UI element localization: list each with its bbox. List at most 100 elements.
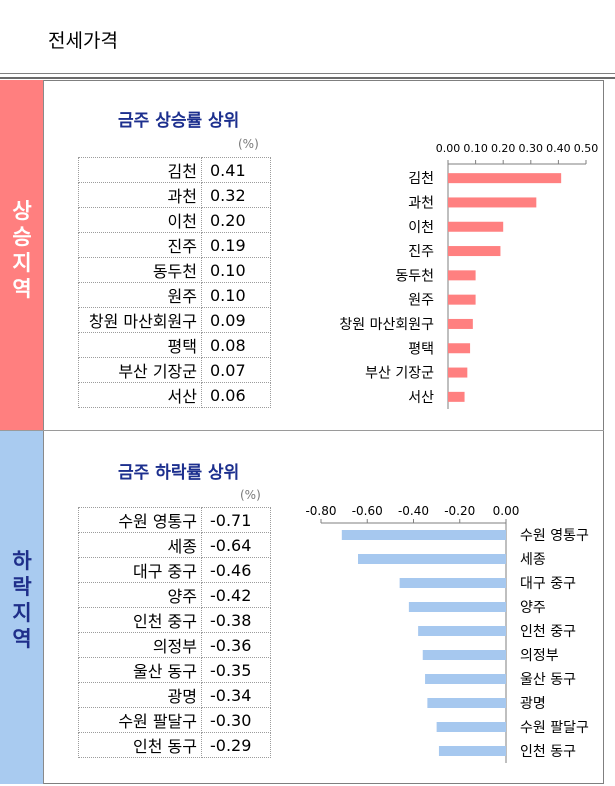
region-name: 동두천 — [78, 257, 202, 283]
rate-value: 0.20 — [201, 207, 271, 233]
category-label: 동두천 — [395, 268, 434, 284]
rate-value: 0.19 — [201, 232, 271, 258]
bar — [418, 626, 506, 636]
region-name: 창원 마산회원구 — [78, 307, 202, 333]
falling-title: 금주 하락률 상위 — [118, 463, 240, 483]
falling-table: 수원 영통구 -0.71 세종 -0.64 대구 중구 -0.46 양주 -0.42 인… — [78, 507, 271, 758]
region-name: 이천 — [78, 207, 202, 233]
falling-unit: (%) — [240, 488, 261, 502]
bar — [448, 318, 473, 329]
category-label: 대구 중구 — [520, 576, 576, 592]
x-tick-label: 0.00 — [436, 142, 461, 155]
category-label: 울산 동구 — [520, 672, 576, 688]
table-row: 대구 중구 -0.46 — [78, 557, 271, 583]
x-tick-label: 0.00 — [493, 504, 520, 518]
region-name: 김천 — [78, 157, 202, 183]
bar — [422, 650, 506, 660]
rate-value: 0.41 — [201, 157, 271, 183]
category-label: 서산 — [408, 390, 434, 406]
bar — [341, 530, 506, 540]
x-tick-label: 0.50 — [574, 142, 599, 155]
category-label: 수원 팔달구 — [520, 720, 589, 736]
category-label: 이천 — [408, 220, 434, 236]
region-name: 인천 동구 — [78, 732, 202, 758]
rate-value: 0.06 — [201, 382, 271, 408]
header-divider — [0, 73, 615, 74]
rising-band-char: 상 — [12, 199, 32, 223]
category-label: 세종 — [520, 552, 546, 568]
rate-value: 0.09 — [201, 307, 271, 333]
bar — [448, 221, 504, 232]
x-tick-label: 0.40 — [546, 142, 571, 155]
table-row: 부산 기장군 0.07 — [78, 357, 271, 383]
rate-value: 0.08 — [201, 332, 271, 358]
rate-value: -0.71 — [201, 507, 271, 533]
category-label: 김천 — [408, 171, 434, 187]
table-row: 김천 0.41 — [78, 157, 271, 183]
region-name: 광명 — [78, 682, 202, 708]
table-row: 과천 0.32 — [78, 182, 271, 208]
region-name: 의정부 — [78, 632, 202, 658]
table-row: 동두천 0.10 — [78, 257, 271, 283]
rising-band-char: 승 — [12, 225, 32, 249]
section-divider — [0, 430, 604, 431]
table-row: 수원 영통구 -0.71 — [78, 507, 271, 533]
falling-band-char: 하 — [12, 549, 32, 573]
bar — [448, 367, 468, 378]
falling-band-char: 역 — [12, 627, 32, 651]
header-divider-thick — [0, 77, 615, 79]
rising-band-char: 지 — [12, 251, 32, 275]
x-tick-label: -0.80 — [305, 504, 336, 518]
bar — [448, 343, 471, 354]
bar — [448, 270, 476, 281]
x-tick-label: 0.20 — [491, 142, 516, 155]
bar — [448, 294, 476, 305]
table-row: 의정부 -0.36 — [78, 632, 271, 658]
rising-band-char: 역 — [12, 277, 32, 301]
rate-value: 0.10 — [201, 257, 271, 283]
table-row: 서산 0.06 — [78, 382, 271, 408]
bar — [448, 197, 537, 208]
region-name: 수원 영통구 — [78, 507, 202, 533]
rising-title: 금주 상승률 상위 — [118, 111, 240, 131]
table-row: 원주 0.10 — [78, 282, 271, 308]
table-row: 인천 동구 -0.29 — [78, 732, 271, 758]
bar — [427, 698, 506, 708]
rate-value: 0.07 — [201, 357, 271, 383]
category-label: 수원 영통구 — [520, 528, 589, 544]
table-row: 이천 0.20 — [78, 207, 271, 233]
rate-value: -0.35 — [201, 657, 271, 683]
falling-band-label: 하 락 지 역 — [0, 548, 44, 652]
table-row: 진주 0.19 — [78, 232, 271, 258]
x-tick-label: -0.40 — [398, 504, 429, 518]
table-row: 광명 -0.34 — [78, 682, 271, 708]
category-label: 원주 — [408, 293, 434, 309]
falling-band-char: 지 — [12, 601, 32, 625]
x-tick-label: 0.30 — [519, 142, 544, 155]
rate-value: 0.10 — [201, 282, 271, 308]
page-title: 전세가격 — [48, 30, 118, 52]
category-label: 부산 기장군 — [365, 366, 434, 382]
table-row: 양주 -0.42 — [78, 582, 271, 608]
rising-unit: (%) — [238, 137, 259, 151]
content-frame — [0, 80, 604, 784]
rate-value: -0.29 — [201, 732, 271, 758]
bar — [408, 602, 506, 612]
region-name: 양주 — [78, 582, 202, 608]
category-label: 의정부 — [520, 648, 559, 664]
bar — [436, 722, 506, 732]
bar — [358, 554, 506, 564]
category-label: 인천 동구 — [520, 744, 576, 760]
bar — [448, 173, 562, 184]
region-name: 인천 중구 — [78, 607, 202, 633]
region-name: 진주 — [78, 232, 202, 258]
rate-value: -0.36 — [201, 632, 271, 658]
category-label: 평택 — [408, 341, 434, 357]
rising-table: 김천 0.41 과천 0.32 이천 0.20 진주 0.19 동두천 0.10 원주 0.… — [78, 157, 271, 408]
rate-value: -0.34 — [201, 682, 271, 708]
x-tick-label: -0.20 — [444, 504, 475, 518]
x-tick-label: -0.60 — [352, 504, 383, 518]
bar — [448, 246, 501, 257]
category-label: 과천 — [408, 195, 434, 211]
